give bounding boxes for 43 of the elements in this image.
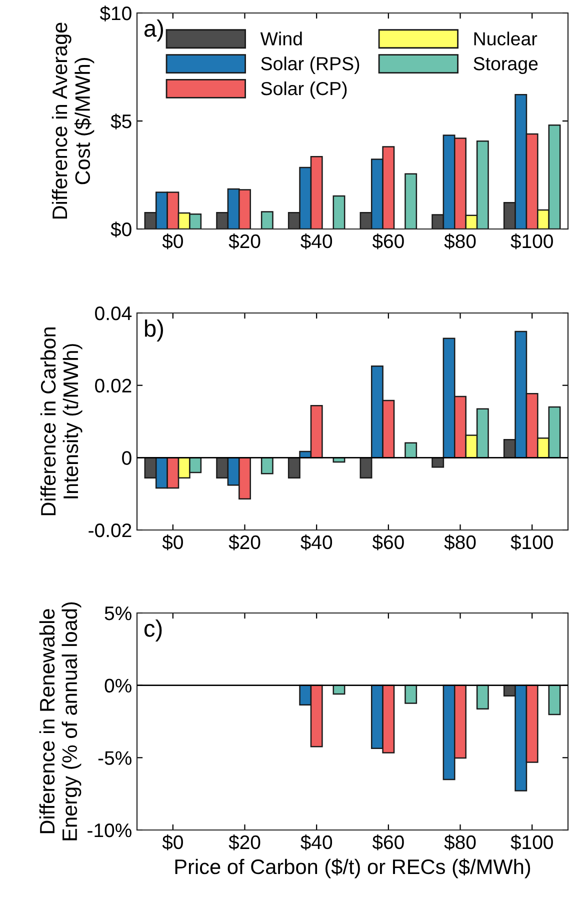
x-tick-label: $100 [510, 534, 553, 550]
annotation: a) [144, 19, 163, 42]
x-tick-label: $60 [372, 834, 404, 850]
x-axis-title: Price of Carbon ($/t) or RECs ($/MWh) [175, 858, 530, 878]
legend-label: Wind [260, 32, 302, 46]
y-tick-label: $5 [110, 114, 132, 130]
y-tick-label: $0 [110, 222, 132, 238]
y-axis-title: Difference in Renewable Energy (% of annual load) [39, 602, 82, 840]
bar [260, 457, 274, 474]
x-tick-label: $0 [162, 234, 183, 250]
x-tick-label: $80 [444, 834, 476, 850]
x-tick-label: $40 [300, 534, 332, 550]
legend-label: Storage [474, 57, 538, 74]
x-tick-label: $80 [444, 234, 476, 250]
legend-label: Solar (RPS) [261, 56, 360, 74]
x-tick-label: $0 [162, 834, 183, 850]
y-tick-label: -5% [98, 751, 132, 765]
y-tick-label: $10 [100, 6, 132, 22]
x-tick-label: $60 [372, 534, 404, 550]
x-tick-label: $0 [162, 534, 183, 550]
x-tick-label: $20 [228, 534, 260, 550]
legend-label: Solar (CP) [261, 81, 347, 99]
y-axis-title: Difference in Carbon Intensity (t/MWh) [40, 327, 82, 516]
y-tick-label: 5% [104, 606, 132, 620]
x-tick-label: $100 [510, 834, 553, 850]
annotation: b) [144, 320, 163, 342]
y-tick-label: 0.02 [95, 378, 132, 393]
x-tick-label: $80 [444, 534, 476, 550]
x-tick-label: $20 [228, 834, 260, 850]
annotation: c) [144, 620, 162, 642]
bar [404, 442, 418, 458]
x-tick-label: $100 [510, 234, 553, 250]
y-tick-label: 0 [122, 451, 132, 465]
y-axis-title: Difference in Average Cost ($/MWh) [52, 22, 94, 219]
x-tick-label: $40 [300, 834, 332, 850]
y-tick-label: 0.04 [95, 306, 132, 320]
legend-label: Nuclear [474, 32, 538, 46]
y-tick-label: 0% [104, 678, 132, 693]
x-tick-label: $60 [372, 234, 404, 250]
y-tick-label: -0.02 [88, 523, 132, 538]
y-tick-label: -10% [88, 823, 132, 838]
x-tick-label: $20 [228, 234, 260, 250]
x-tick-label: $40 [300, 234, 332, 250]
